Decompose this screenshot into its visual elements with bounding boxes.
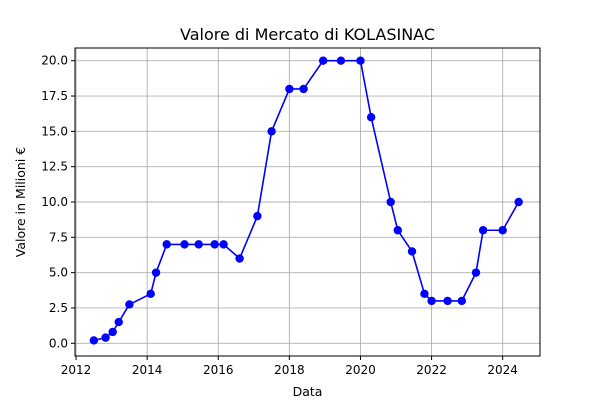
data-point: [407, 247, 417, 256]
x-tick-label: 2014: [132, 363, 163, 377]
data-point: [114, 317, 123, 327]
series-layer: [89, 56, 523, 345]
data-point: [125, 300, 134, 309]
y-tick-label: 15.0: [41, 124, 68, 138]
data-point: [443, 296, 452, 306]
data-point: [393, 226, 402, 235]
y-axis-label: Valore in Milioni €: [13, 147, 28, 257]
data-point: [299, 84, 308, 94]
chart-title: Valore di Mercato di KOLASINAC: [180, 25, 435, 44]
data-point: [146, 289, 155, 299]
data-point: [194, 240, 203, 249]
y-tick-label: 17.5: [41, 89, 68, 103]
y-tick-label: 10.0: [41, 195, 68, 209]
x-tick-label: 2024: [487, 363, 518, 377]
data-point: [219, 240, 228, 249]
data-point: [253, 211, 262, 221]
x-tick-label: 2020: [345, 363, 376, 377]
data-point: [471, 268, 481, 277]
data-point: [498, 226, 507, 235]
data-point: [235, 254, 244, 263]
data-point: [336, 56, 346, 65]
data-point: [366, 113, 376, 122]
data-point: [457, 296, 466, 306]
data-point: [285, 84, 294, 94]
data-point: [318, 56, 328, 65]
data-point: [420, 289, 429, 299]
data-point: [514, 197, 523, 207]
data-point: [267, 127, 276, 136]
data-point: [108, 327, 117, 337]
data-point: [356, 56, 365, 65]
data-point: [162, 240, 171, 249]
y-tick-label: 0.0: [49, 336, 68, 350]
data-point: [427, 296, 436, 306]
data-point: [151, 268, 161, 277]
y-tick-label: 12.5: [41, 160, 68, 174]
x-tick-label: 2016: [203, 363, 234, 377]
x-tick-label: 2018: [274, 363, 305, 377]
data-point: [386, 197, 395, 207]
data-point: [478, 226, 488, 235]
x-tick-label: 2022: [416, 363, 447, 377]
y-tick-label: 5.0: [49, 266, 68, 280]
data-point: [89, 336, 99, 345]
x-axis-label: Data: [293, 384, 323, 399]
y-tick-label: 7.5: [49, 230, 68, 244]
grid: [75, 48, 540, 356]
data-point: [101, 333, 110, 342]
data-point: [180, 240, 189, 249]
y-tick-label: 2.5: [49, 301, 68, 315]
data-point: [210, 240, 219, 249]
x-tick-label: 2012: [61, 363, 92, 377]
series-line: [93, 59, 520, 342]
ticks: 2012 2014 2016 2018 2020 2022 2024 0.0 2.5 5.0 7.5…: [41, 54, 518, 377]
y-tick-label: 20.0: [41, 54, 68, 68]
